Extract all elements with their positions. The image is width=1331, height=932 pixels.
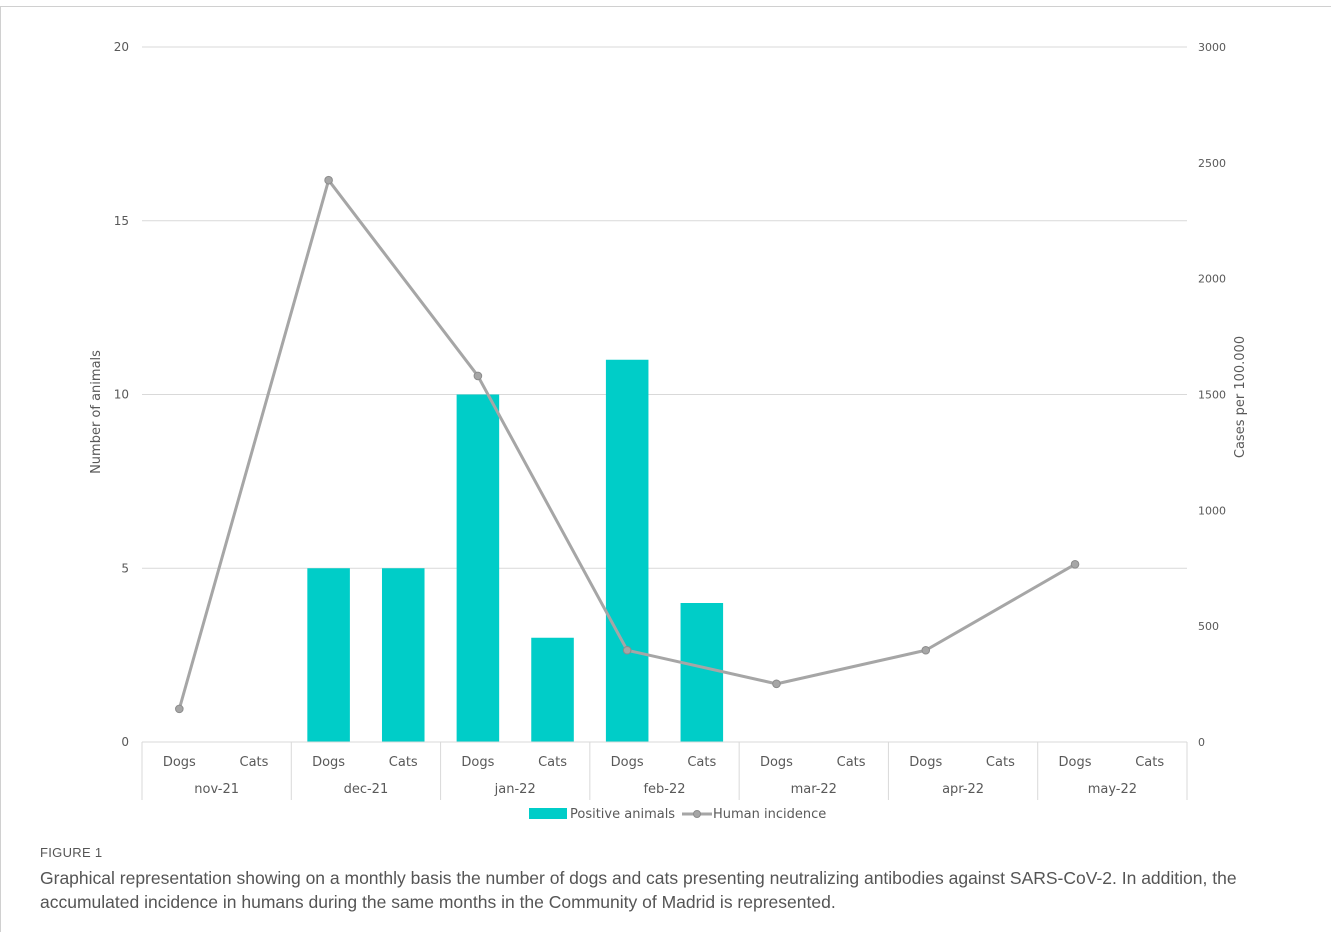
x-tick-label: Cats — [837, 755, 866, 770]
y-left-tick-label: 0 — [121, 735, 129, 749]
x-month-label: mar-22 — [791, 782, 837, 797]
legend-label-positive-animals: Positive animals — [570, 807, 675, 822]
y-right-tick-label: 500 — [1198, 620, 1219, 633]
x-tick-label: Dogs — [163, 755, 196, 770]
y-left-tick-label: 5 — [121, 561, 129, 575]
x-month-label: dec-21 — [344, 782, 389, 797]
x-month-label: feb-22 — [643, 782, 685, 797]
x-tick-label: Cats — [687, 755, 716, 770]
x-tick-label: Dogs — [461, 755, 494, 770]
bar — [307, 568, 350, 742]
x-tick-label: Cats — [538, 755, 567, 770]
legend-label-human-incidence: Human incidence — [713, 807, 826, 822]
x-tick-label: Dogs — [1059, 755, 1092, 770]
line-point — [175, 704, 184, 714]
x-tick-label: Cats — [389, 755, 418, 770]
x-tick-label: Dogs — [611, 755, 644, 770]
y-right-tick-label: 1500 — [1198, 389, 1226, 402]
bar — [531, 637, 574, 742]
line-point — [772, 679, 781, 689]
legend-marker-human-incidence — [693, 810, 701, 818]
figure-label: FIGURE 1 — [40, 845, 103, 860]
x-tick-label: Cats — [240, 755, 269, 770]
y-right-tick-label: 3000 — [1198, 41, 1226, 54]
line-series — [175, 175, 1080, 714]
gridlines — [142, 46, 1187, 569]
line-point — [622, 645, 632, 655]
x-month-label: apr-22 — [942, 782, 984, 797]
x-tick-label: Dogs — [312, 755, 345, 770]
y-right-tick-label: 1000 — [1198, 504, 1226, 517]
combo-chart: 0 5 10 15 20 0 500 1000 1500 2000 2500 3000 Dogs Cats… — [89, 40, 1248, 822]
line-point — [921, 645, 931, 655]
axes: 0 5 10 15 20 0 500 1000 1500 2000 2500 3000 Dogs Cats… — [114, 40, 1226, 800]
bar — [605, 359, 649, 742]
x-tick-label: Dogs — [760, 755, 793, 770]
legend: Positive animals Human incidence — [529, 807, 826, 822]
x-tick-label: Cats — [1135, 755, 1164, 770]
x-month-label: may-22 — [1088, 782, 1137, 797]
y-right-tick-label: 2000 — [1198, 273, 1226, 286]
y-axis-left-label: Number of animals — [89, 350, 104, 474]
legend-swatch-positive-animals — [529, 808, 567, 819]
y-left-tick-label: 15 — [114, 214, 129, 228]
bar — [381, 568, 425, 742]
y-right-tick-label: 2500 — [1198, 157, 1226, 170]
figure-caption: FIGURE 1 Graphical representation showin… — [40, 845, 1300, 914]
y-right-tick-label: 0 — [1198, 736, 1205, 749]
frame-top-border — [0, 6, 1331, 7]
x-tick-label: Cats — [986, 755, 1015, 770]
line-point — [324, 175, 333, 185]
frame-left-border — [0, 6, 1, 932]
bar-series — [307, 359, 724, 742]
line-point — [473, 371, 483, 381]
bar — [456, 394, 500, 742]
x-month-label: nov-21 — [194, 782, 239, 797]
bar — [680, 603, 724, 742]
y-left-tick-label: 20 — [114, 40, 129, 54]
x-tick-label: Dogs — [909, 755, 942, 770]
figure-caption-text: Graphical representation showing on a mo… — [40, 868, 1237, 912]
x-month-label: jan-22 — [494, 782, 536, 797]
line-point — [1070, 560, 1080, 569]
y-axis-right-label: Cases per 100.000 — [1233, 336, 1248, 458]
y-left-tick-label: 10 — [114, 388, 129, 402]
